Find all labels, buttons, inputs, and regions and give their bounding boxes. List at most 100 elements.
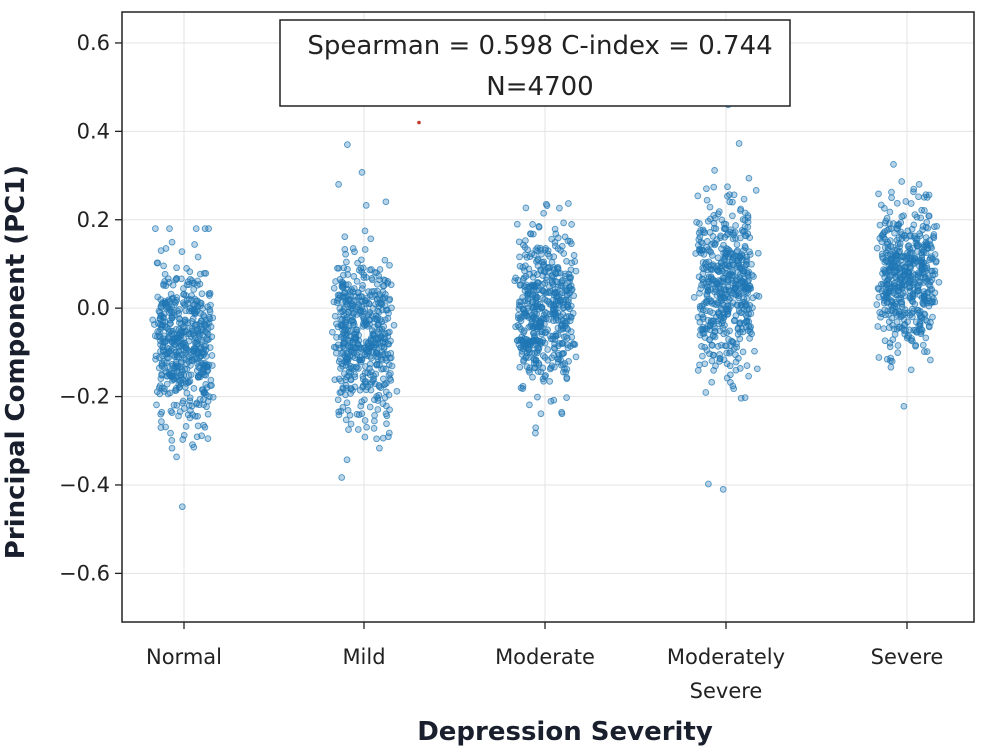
- data-point: [706, 203, 714, 211]
- data-point: [198, 290, 206, 298]
- data-point: [729, 269, 736, 276]
- plot-frame: [121, 11, 975, 623]
- data-point: [342, 281, 350, 289]
- data-point: [343, 399, 351, 407]
- data-point: [347, 292, 355, 299]
- data-point: [896, 243, 903, 251]
- data-point: [513, 220, 521, 228]
- data-point: [907, 200, 915, 207]
- data-point: [699, 330, 707, 337]
- data-point: [880, 325, 888, 332]
- data-point: [558, 242, 566, 250]
- data-point: [168, 238, 176, 246]
- data-point: [371, 380, 379, 388]
- data-point: [541, 308, 549, 316]
- data-point: [516, 253, 523, 261]
- data-point: [564, 344, 572, 352]
- data-point: [724, 278, 732, 286]
- data-point: [930, 223, 938, 231]
- annotation-n: N=4700: [486, 72, 593, 102]
- data-point: [342, 250, 349, 258]
- data-point: [188, 277, 196, 284]
- data-point: [915, 322, 923, 330]
- data-point: [191, 334, 199, 342]
- data-point: [346, 411, 354, 419]
- data-point: [733, 241, 741, 248]
- data-point: [339, 362, 346, 370]
- data-point: [748, 271, 756, 279]
- data-point: [723, 250, 730, 258]
- data-point: [153, 401, 160, 409]
- data-point: [703, 325, 711, 333]
- data-point: [907, 232, 914, 239]
- data-point: [908, 313, 916, 321]
- data-point: [905, 242, 913, 249]
- data-point: [332, 349, 340, 357]
- data-point: [711, 328, 719, 336]
- data-point: [747, 323, 754, 331]
- data-point: [330, 284, 338, 292]
- data-point: [197, 317, 205, 324]
- data-point: [703, 307, 710, 315]
- data-point: [730, 231, 738, 239]
- data-point: [198, 336, 205, 344]
- data-point: [743, 256, 751, 264]
- data-point: [883, 214, 891, 222]
- data-point: [390, 321, 398, 329]
- data-point: [724, 192, 731, 200]
- data-point: [741, 228, 748, 235]
- data-point: [891, 331, 899, 338]
- data-point: [754, 249, 762, 257]
- data-point: [541, 296, 549, 303]
- data-point: [200, 421, 207, 429]
- data-point: [532, 314, 540, 322]
- data-point: [550, 396, 558, 404]
- data-point: [338, 474, 346, 481]
- data-point: [891, 269, 898, 277]
- data-point: [381, 394, 389, 401]
- data-point: [690, 294, 698, 301]
- data-point: [887, 363, 895, 371]
- data-point: [711, 167, 718, 174]
- data-point: [903, 255, 911, 262]
- data-point: [367, 343, 375, 351]
- data-point: [158, 418, 165, 425]
- data-point: [738, 279, 746, 287]
- data-point: [353, 364, 360, 372]
- data-point: [893, 199, 901, 207]
- data-point: [697, 238, 705, 246]
- data-point: [353, 278, 361, 285]
- y-tick-label: −0.4: [59, 473, 110, 497]
- data-point: [169, 294, 177, 302]
- data-point: [373, 435, 380, 443]
- data-point: [696, 289, 703, 297]
- data-point: [567, 328, 575, 335]
- data-point: [882, 269, 889, 277]
- data-point: [185, 347, 192, 355]
- data-point: [914, 287, 922, 295]
- data-point: [910, 279, 918, 287]
- data-point: [717, 232, 724, 240]
- data-point: [527, 323, 534, 330]
- data-point: [883, 355, 891, 363]
- annotation-border: [279, 19, 791, 107]
- data-point: [563, 394, 570, 401]
- data-point: [894, 311, 901, 319]
- data-point: [888, 188, 895, 196]
- data-point: [542, 200, 550, 208]
- data-point: [176, 315, 183, 322]
- data-point: [335, 264, 343, 272]
- data-point: [381, 316, 389, 324]
- data-point: [706, 229, 714, 236]
- data-point: [346, 339, 354, 347]
- data-point: [564, 302, 572, 310]
- data-point: [362, 202, 370, 209]
- data-point: [892, 285, 899, 292]
- data-point: [570, 252, 578, 259]
- data-point: [900, 232, 908, 240]
- data-point: [565, 200, 572, 207]
- data-point: [892, 257, 900, 265]
- data-point: [364, 369, 372, 377]
- data-point: [559, 361, 567, 368]
- data-point: [885, 289, 892, 297]
